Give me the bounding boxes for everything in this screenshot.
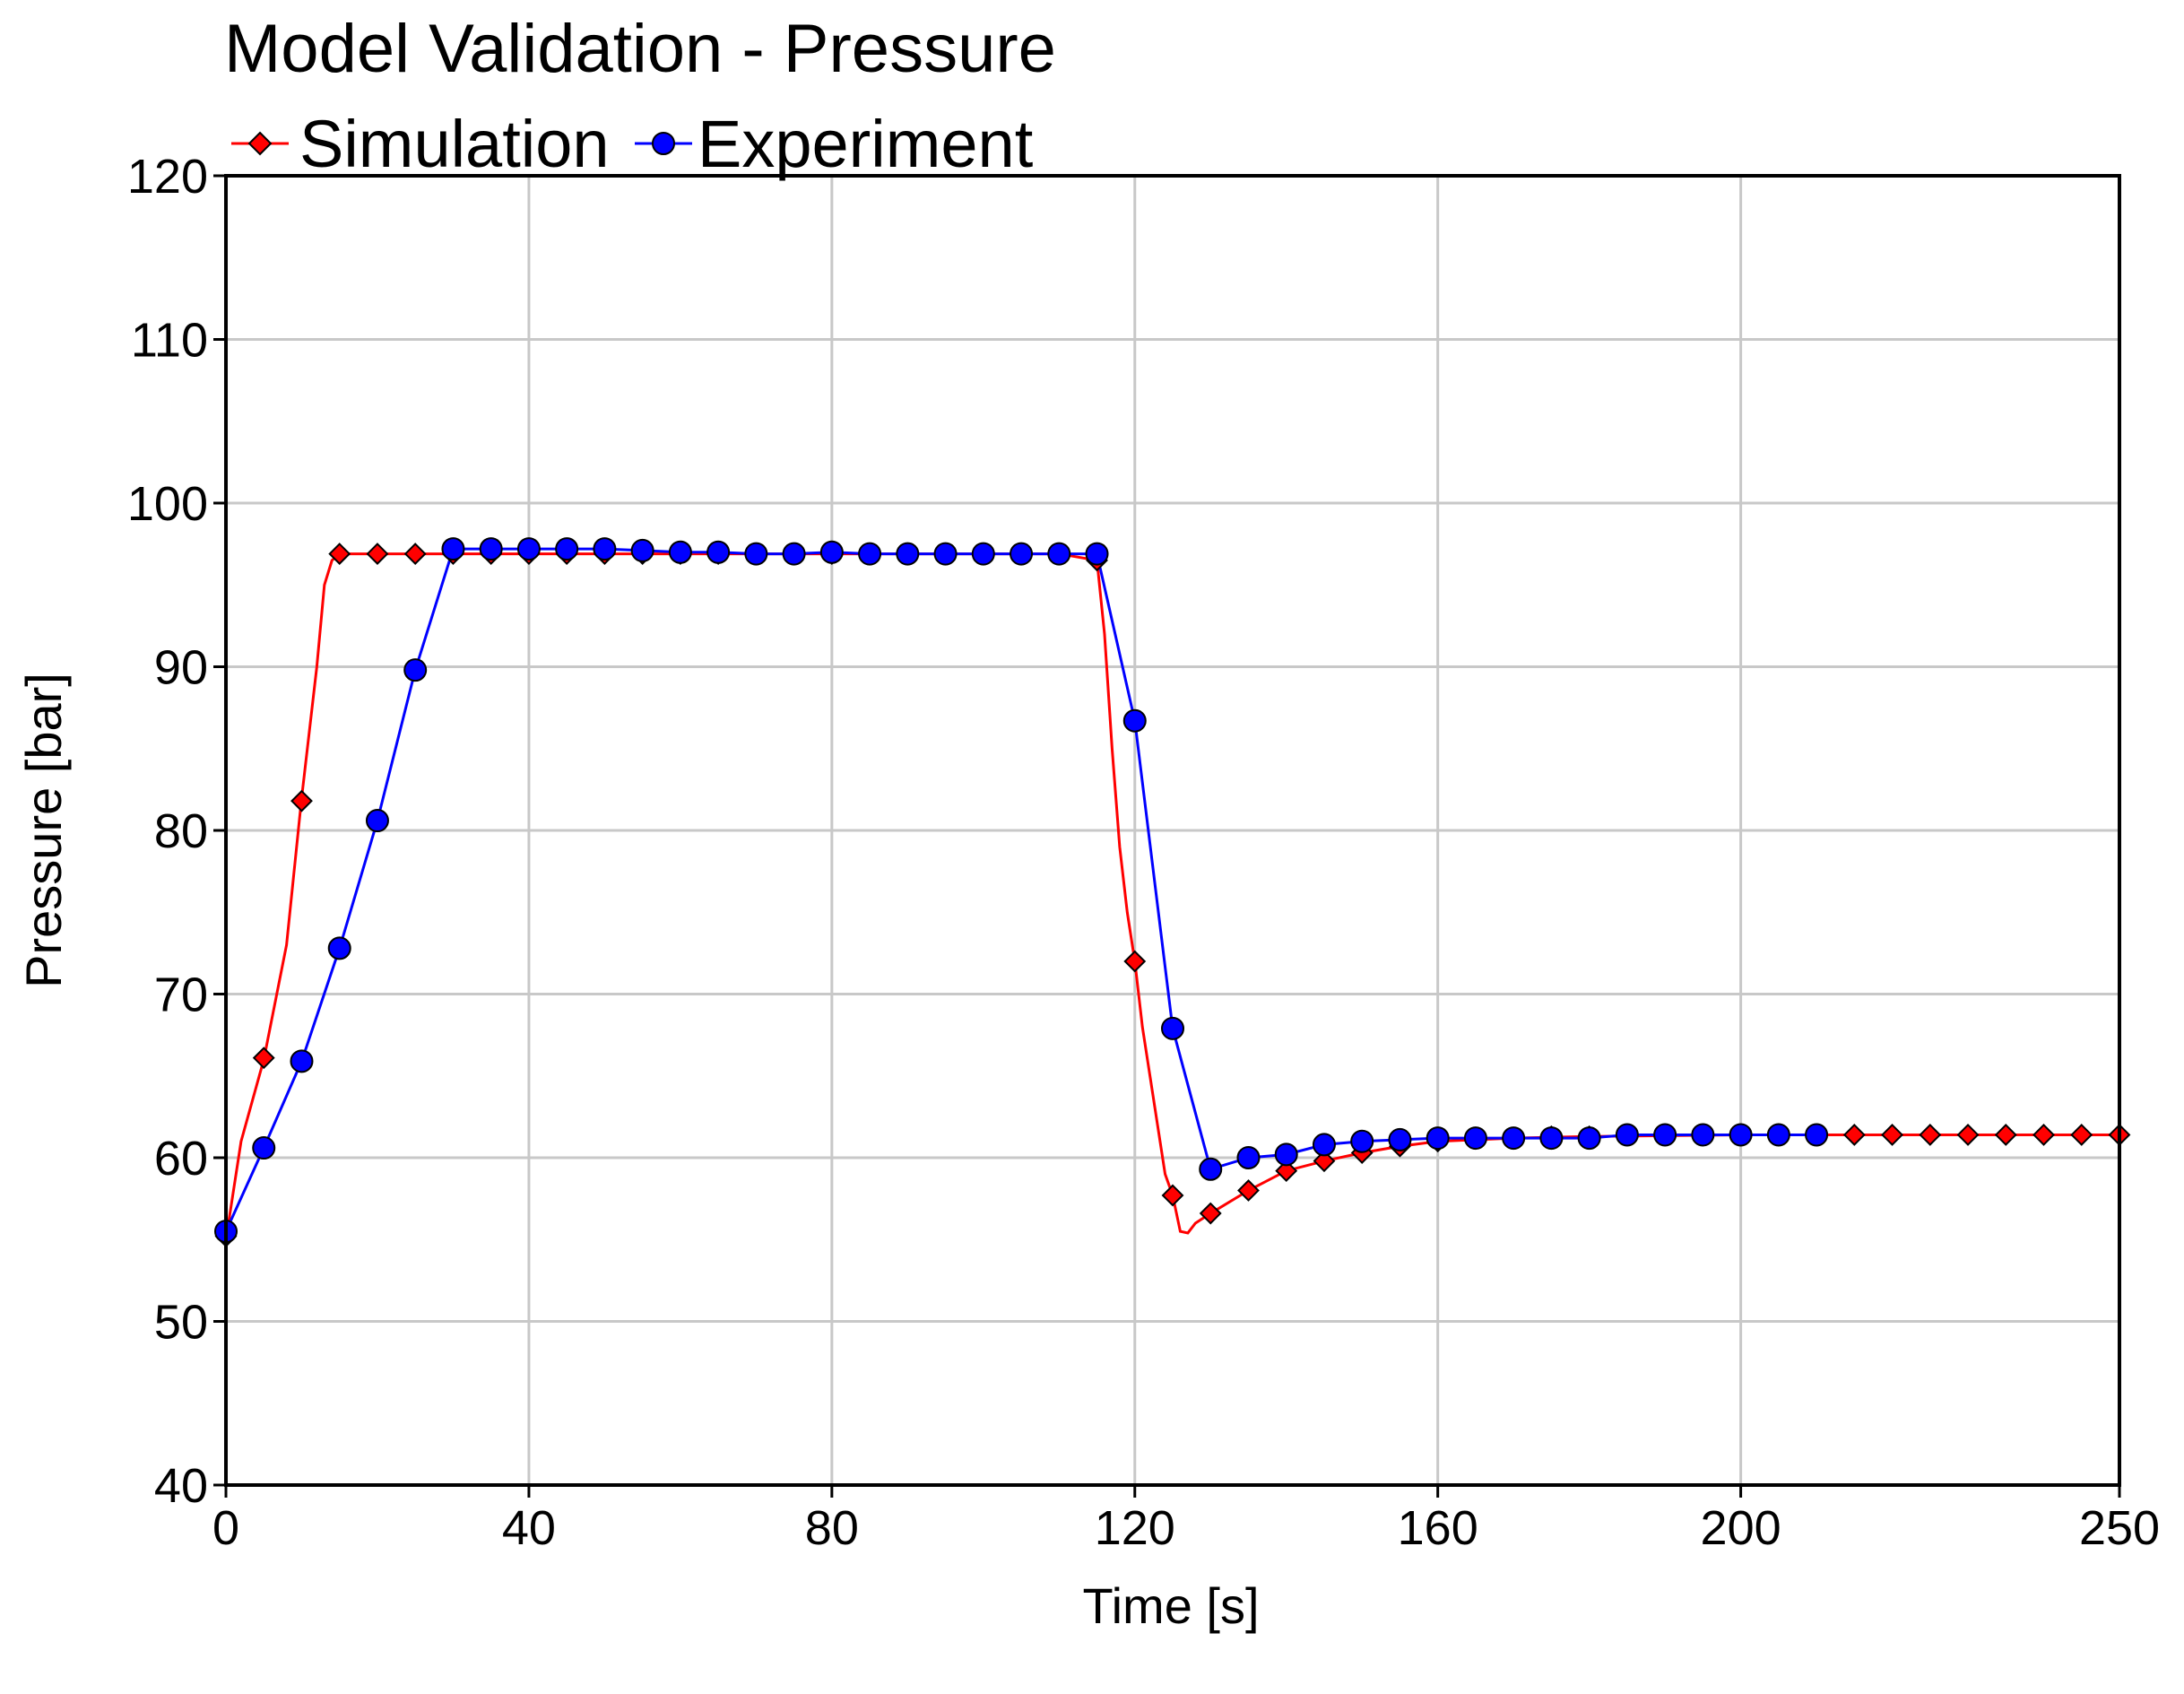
legend-item-simulation: Simulation — [231, 107, 610, 181]
y-tick-label: 90 — [154, 641, 208, 695]
simulation-marker — [2032, 1124, 2055, 1146]
simulation-marker — [1237, 1179, 1260, 1202]
simulation-marker — [252, 1047, 275, 1070]
simulation-marker — [1199, 1202, 1222, 1225]
experiment-marker — [1577, 1126, 1601, 1151]
simulation-marker — [290, 789, 313, 812]
simulation-marker — [1956, 1124, 1980, 1146]
experiment-marker — [782, 542, 806, 566]
experiment-marker — [706, 540, 731, 564]
y-axis-ticks: 40 50 60 70 80 90 100 110 120 — [127, 150, 226, 1513]
experiment-marker — [555, 537, 579, 561]
x-axis-ticks: 0 40 80 120 160 200 250 — [212, 1485, 2160, 1555]
experiment-marker — [896, 542, 920, 566]
x-tick-label: 80 — [805, 1501, 859, 1555]
y-tick-label: 120 — [127, 150, 208, 204]
simulation-marker — [1161, 1184, 1184, 1207]
y-tick-label: 60 — [154, 1132, 208, 1186]
experiment-marker — [479, 537, 503, 561]
simulation-marker — [1123, 950, 1147, 973]
experiment-marker — [668, 540, 692, 564]
x-axis-title: Time [s] — [1082, 1577, 1259, 1634]
experiment-marker — [1463, 1126, 1487, 1151]
experiment-marker — [516, 537, 541, 561]
experiment-marker — [1539, 1126, 1564, 1151]
series-markers — [214, 537, 2131, 1248]
simulation-marker — [1919, 1124, 1942, 1146]
simulation-marker — [328, 543, 351, 565]
y-tick-label: 50 — [154, 1296, 208, 1350]
experiment-marker — [858, 542, 882, 566]
legend-simulation-marker — [247, 131, 273, 156]
x-tick-label: 120 — [1095, 1501, 1175, 1555]
experiment-marker — [819, 540, 844, 564]
y-tick-label: 100 — [127, 477, 208, 531]
experiment-marker — [1388, 1127, 1412, 1151]
chart-title: Model Validation - Pressure — [224, 11, 1056, 87]
simulation-marker — [1842, 1124, 1866, 1146]
experiment-marker — [290, 1049, 314, 1073]
experiment-marker — [1653, 1123, 1677, 1147]
experiment-marker — [1350, 1129, 1374, 1153]
simulation-marker — [2070, 1124, 2093, 1146]
y-axis-title: Pressure [bar] — [15, 673, 72, 988]
experiment-marker — [1122, 708, 1147, 733]
experiment-marker — [403, 658, 428, 682]
experiment-marker — [1502, 1126, 1526, 1151]
simulation-marker — [1275, 1160, 1298, 1183]
y-tick-label: 110 — [131, 314, 208, 368]
experiment-marker — [1236, 1146, 1261, 1169]
simulation-marker — [366, 543, 389, 565]
y-tick-label: 70 — [154, 969, 208, 1022]
x-tick-label: 200 — [1701, 1501, 1781, 1555]
x-tick-label: 250 — [2079, 1501, 2160, 1555]
x-tick-label: 0 — [212, 1501, 239, 1555]
simulation-marker — [1994, 1124, 2017, 1146]
experiment-marker — [744, 542, 768, 566]
experiment-marker — [1766, 1123, 1790, 1147]
series-lines — [224, 547, 2119, 1240]
experiment-marker — [1805, 1123, 1829, 1147]
experiment-line — [224, 547, 1817, 1232]
legend-experiment-marker — [652, 132, 675, 155]
legend-simulation-label: Simulation — [299, 107, 610, 181]
experiment-marker — [1085, 542, 1109, 566]
legend: Simulation Experiment — [231, 107, 1034, 181]
simulation-marker — [1881, 1124, 1903, 1146]
experiment-marker — [252, 1136, 276, 1160]
legend-experiment-label: Experiment — [698, 107, 1034, 181]
simulation-marker — [1313, 1150, 1336, 1173]
y-tick-label: 40 — [154, 1459, 208, 1513]
legend-item-experiment: Experiment — [635, 107, 1034, 181]
grid — [226, 176, 2119, 1485]
experiment-marker — [1312, 1133, 1336, 1157]
experiment-marker — [1010, 542, 1034, 566]
experiment-marker — [1274, 1142, 1298, 1167]
experiment-marker — [1199, 1157, 1223, 1181]
simulation-line — [224, 552, 2119, 1240]
experiment-marker — [1161, 1016, 1184, 1040]
x-tick-label: 160 — [1398, 1501, 1478, 1555]
experiment-marker — [365, 809, 389, 833]
experiment-marker — [1729, 1123, 1753, 1147]
experiment-marker — [933, 542, 958, 566]
experiment-marker — [441, 537, 465, 561]
y-tick-label: 80 — [154, 804, 208, 858]
experiment-marker — [1426, 1126, 1450, 1151]
experiment-marker — [593, 537, 617, 561]
experiment-marker — [1047, 542, 1071, 566]
simulation-marker — [403, 543, 427, 565]
x-tick-label: 40 — [502, 1501, 556, 1555]
experiment-marker — [971, 542, 995, 566]
experiment-marker — [1615, 1123, 1639, 1147]
experiment-marker — [630, 538, 654, 562]
experiment-marker — [327, 936, 351, 960]
experiment-marker — [1691, 1123, 1715, 1147]
